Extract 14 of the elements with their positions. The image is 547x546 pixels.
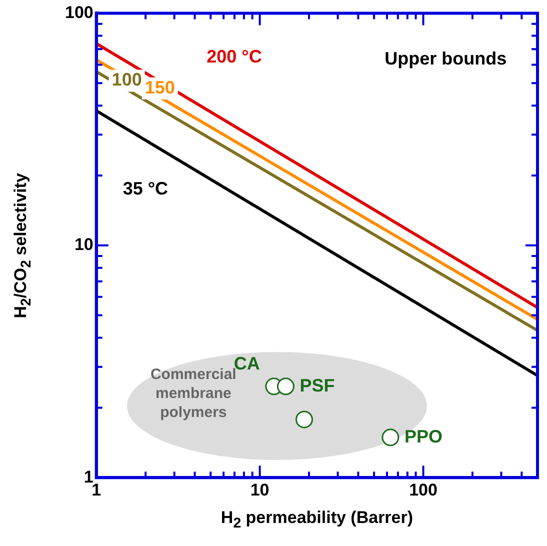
x-axis-title: H$_{2}$ permeability (Barrer) xyxy=(220,508,414,531)
annotation: Upper bounds xyxy=(384,48,507,69)
series-label: 100 xyxy=(112,70,142,90)
x-tick-label: 10 xyxy=(250,480,270,500)
y-tick-label: 10 xyxy=(74,235,94,254)
data-label: PPO xyxy=(404,426,442,446)
series-label: 35 °C xyxy=(122,178,168,199)
annotation: Commercial membrane polymers xyxy=(150,366,236,422)
series-label: 150 xyxy=(144,77,175,98)
y-tick-label: 1 xyxy=(84,467,94,486)
x-tick-label: 100 xyxy=(409,480,438,500)
y-tick-label: 100 xyxy=(64,2,94,22)
text: 200 °C xyxy=(206,46,262,67)
data-label: PSF xyxy=(300,375,335,396)
